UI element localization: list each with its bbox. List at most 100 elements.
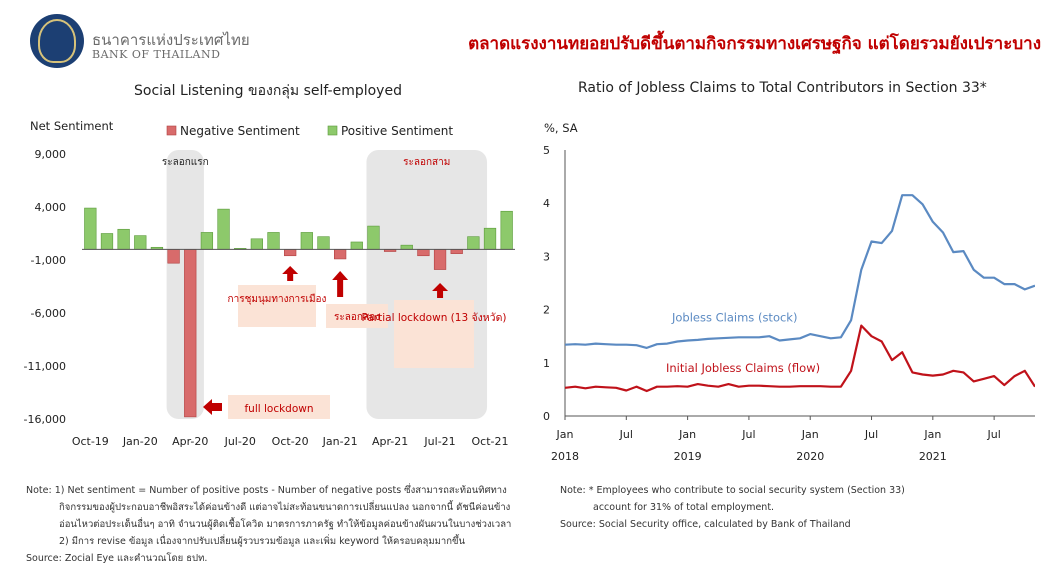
x-tick-label: Oct-21 [472,435,509,448]
annotation-box [238,285,316,327]
annotation-partial-lockdown: Partial lockdown (13 จังหวัด) [361,312,506,324]
shaded-period [366,150,488,419]
annotation-first-wave: ระลอกแรก [162,157,209,168]
y-tick-label: 2 [543,304,550,317]
legend-label-negative: Negative Sentiment [180,124,300,138]
page-headline: ตลาดแรงงานทยอยปรับดีขึ้นตามกิจกรรมทางเศร… [468,34,1041,54]
negative-bar [433,249,447,270]
y-tick-label: 4,000 [35,201,67,214]
legend-label-positive: Positive Sentiment [341,124,453,138]
annotation-box [326,304,388,328]
positive-bar [400,244,413,250]
x-tick-label: Jan [923,428,941,441]
x-tick-label: Jan-21 [322,435,358,448]
y-tick-label: -11,000 [24,360,66,373]
note-line: Note: * Employees who contribute to soci… [560,485,905,496]
jobless-claims-line-chart: %, SA 0 1 2 3 4 5 Jan Jul Jan Jul Jan Jul Jan Jul 2018 2… [543,121,1035,463]
x-tick-label: Jan [556,428,574,441]
positive-bar [217,208,230,250]
note-line: 2) มีการ revise ข้อมูล เนื่องจากปรับเปลี… [59,536,465,547]
x-tick-label: Oct-19 [72,435,109,448]
x-tick-label: Jan [801,428,819,441]
left-chart-notes: Note: 1) Net sentiment = Number of posit… [26,482,546,567]
annotation-political-rally: การชุมนุมทางการเมือง [228,293,327,305]
x-tick-label: Jan-20 [122,435,158,448]
positive-bar [267,232,280,250]
annotation-third-wave: ระลอกสาม [403,157,450,168]
y-tick-label: 3 [543,250,550,263]
y-axis-label: %, SA [544,121,578,135]
annotation-box [394,300,474,368]
positive-bar [84,207,97,250]
positive-bar [300,232,313,250]
legend-swatch-negative [166,125,177,136]
x-tick-label: Jul [619,428,633,441]
positive-bar [500,210,513,250]
source-line: Source: Social Security office, calculat… [560,519,851,530]
year-label: 2021 [919,450,947,463]
bank-name-thai: ธนาคารแห่งประเทศไทย [92,31,250,49]
x-tick-label: Jul [986,428,1000,441]
year-label: 2019 [674,450,702,463]
positive-bar [467,236,480,250]
negative-bar [184,249,197,418]
arrow-up-icon [282,266,299,281]
x-tick-label: Apr-21 [372,435,408,448]
positive-bar [134,235,147,250]
arrow-up-icon [432,283,449,298]
left-chart-title: Social Listening ของกลุ่ม self-employed [134,83,402,99]
source-line: Source: Zocial Eye และคำนวณโดย ธปท. [26,553,208,564]
year-label: 2020 [796,450,824,463]
positive-bar [200,232,214,250]
negative-bar [284,249,297,257]
note-line: account for 31% of total employment. [593,502,775,513]
sentiment-bar-chart: Net Sentiment 9,000 4,000 -1,000 -6,000 -11,0… [24,119,515,448]
series-label-flow: Initial Jobless Claims (flow) [666,361,820,375]
positive-bar [250,238,263,250]
y-tick-label: -1,000 [31,254,66,267]
x-tick-label: Jul-20 [224,435,256,448]
negative-bar [417,249,430,257]
positive-bar [317,236,330,250]
legend-swatch-positive [327,125,338,136]
positive-bar [117,228,130,250]
stock-series-line [564,194,1035,349]
positive-bar [367,225,380,250]
right-chart-notes: Note: * Employees who contribute to soci… [560,482,980,533]
note-line: Note: 1) Net sentiment = Number of posit… [26,485,507,496]
arrow-up-icon [332,271,349,297]
year-label: 2018 [551,450,579,463]
flow-series-line [564,324,1035,393]
note-line: อ่อนไหวต่อประเด็นอื่นๆ อาทิ จำนวนผู้ติดเ… [59,519,512,530]
negative-bar [167,249,180,264]
positive-bar [350,241,363,250]
x-tick-label: Jan [678,428,696,441]
x-tick-label: Oct-20 [272,435,309,448]
garuda-emblem-icon [38,19,76,63]
series-label-stock: Jobless Claims (stock) [671,311,797,325]
bank-logo [30,14,84,68]
right-chart-title: Ratio of Jobless Claims to Total Contrib… [578,80,987,96]
negative-bar [450,249,463,254]
note-line: กิจกรรมของผู้ประกอบอาชีพอิสระได้ค่อนข้าง… [59,502,511,513]
x-tick-label: Jul [864,428,878,441]
y-tick-label: 0 [543,410,550,423]
y-tick-label: 9,000 [35,148,67,161]
annotation-second-wave: ระลอกสอง [334,312,380,323]
positive-bar [483,227,497,250]
y-tick-label: -6,000 [31,307,66,320]
y-tick-label: -16,000 [24,413,66,426]
y-axis-label: Net Sentiment [30,119,114,133]
y-tick-label: 4 [543,197,550,210]
negative-bar [334,249,347,260]
bank-name-english: BANK OF THAILAND [92,48,221,61]
x-tick-label: Jul-21 [423,435,455,448]
positive-bar [100,233,114,250]
x-tick-label: Apr-20 [172,435,208,448]
y-tick-label: 5 [543,144,550,157]
annotation-box [228,395,330,419]
arrow-left-icon [203,399,222,415]
x-tick-label: Jul [741,428,755,441]
annotation-full-lockdown: full lockdown [244,403,313,415]
y-tick-label: 1 [543,357,550,370]
